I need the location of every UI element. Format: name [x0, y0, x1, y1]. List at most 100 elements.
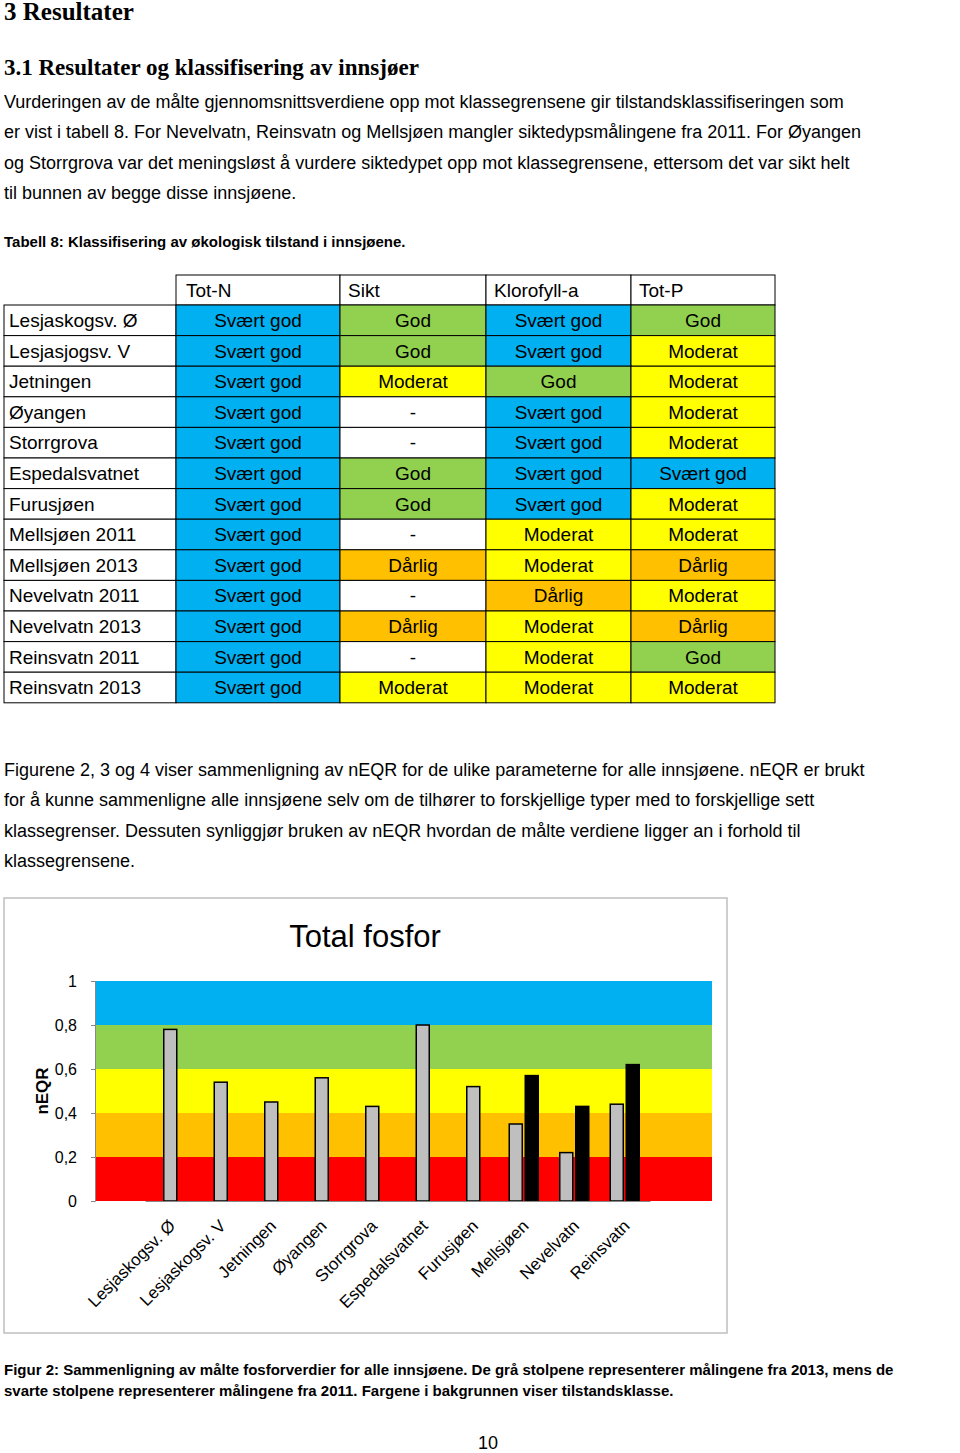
table-cell [4, 397, 176, 428]
table-cell [176, 550, 340, 581]
tick-label: Furusjøen [415, 1216, 483, 1284]
cell-text: Svært god [214, 341, 302, 362]
cell-text: Svært god [214, 371, 302, 392]
paragraph-line: er vist i tabell 8. For Nevelvatn, Reins… [4, 122, 861, 142]
table-cell [631, 519, 775, 550]
table-cell [340, 336, 486, 367]
y-axis: 00,20,40,60,81 [55, 973, 96, 1210]
table-cell [176, 642, 340, 673]
cell-text: Svært god [214, 402, 302, 423]
table-cell [631, 458, 775, 489]
page-number: 10 [478, 1433, 498, 1453]
paragraph-line: Figurene 2, 3 og 4 viser sammenligning a… [4, 760, 864, 780]
table-cell [631, 642, 775, 673]
table-caption: Tabell 8: Klassifisering av økologisk ti… [4, 233, 406, 250]
table-cell [4, 611, 176, 642]
cell-text: - [410, 432, 416, 453]
table-cell [4, 458, 176, 489]
figure-caption: svarte stolpene representerer målingene … [4, 1382, 673, 1399]
cell-text: Svært god [515, 432, 603, 453]
header-text: Tot-N [186, 280, 231, 301]
table-cell [486, 519, 631, 550]
figure-caption: Figur 2: Sammenligning av målte fosforve… [4, 1361, 893, 1378]
cell-text: Moderat [668, 494, 738, 515]
table-cell [4, 305, 176, 336]
table-cell [340, 580, 486, 611]
cell-text: God [685, 647, 721, 668]
bar [525, 1076, 538, 1201]
tick: Jetningen [215, 1201, 281, 1282]
table-cell [486, 642, 631, 673]
cell-text: God [395, 310, 431, 331]
paragraph-line: klassegrensene. [4, 851, 135, 871]
cell-text: God [395, 341, 431, 362]
table-cell [4, 550, 176, 581]
tick: Lesjaskogsv. V [136, 1201, 230, 1310]
table-cell [486, 580, 631, 611]
table-cell [486, 672, 631, 703]
table-cell [631, 672, 775, 703]
tick-label: 0,4 [55, 1105, 77, 1122]
table-cell [486, 458, 631, 489]
table-cell [340, 642, 486, 673]
tick-label: 0,6 [55, 1061, 77, 1078]
tick: 0 [68, 1193, 95, 1210]
table-cell [176, 611, 340, 642]
table-cell [4, 366, 176, 397]
bar [164, 1029, 177, 1201]
header-cell [176, 275, 340, 305]
table-cell [4, 642, 176, 673]
tick: 1 [68, 973, 95, 990]
heading: 3 Resultater [4, 0, 134, 25]
tick-label: 0,8 [55, 1017, 77, 1034]
table-cell [340, 366, 486, 397]
cell-text: Nevelvatn 2011 [9, 585, 140, 606]
paragraph-line: klassegrenser. Dessuten synliggjør bruke… [4, 821, 800, 841]
class-band [95, 1025, 712, 1069]
cell-text: Svært god [214, 524, 302, 545]
chart-title: Total fosfor [289, 919, 441, 954]
tick: 0,4 [55, 1105, 95, 1122]
table-cell [486, 336, 631, 367]
table-cell [486, 366, 631, 397]
table-cell [486, 611, 631, 642]
tick-label: Lesjaskogsv. V [136, 1216, 230, 1310]
cell-text: Svært god [214, 432, 302, 453]
bar [366, 1106, 379, 1201]
cell-text: Moderat [524, 647, 594, 668]
table-cell [631, 336, 775, 367]
bar [576, 1106, 589, 1201]
cell-text: Jetningen [9, 371, 91, 392]
table-cell [340, 519, 486, 550]
cell-text: Moderat [668, 585, 738, 606]
cell-text: Moderat [524, 524, 594, 545]
cell-text: Svært god [515, 494, 603, 515]
cell-text: Moderat [378, 371, 448, 392]
cell-text: Svært god [214, 555, 302, 576]
header-text: Tot-P [639, 280, 683, 301]
cell-text: Moderat [668, 402, 738, 423]
cell-text: Moderat [668, 524, 738, 545]
cell-text: Svært god [214, 616, 302, 637]
x-axis: Lesjaskogsv. ØLesjaskogsv. VJetningenØya… [84, 1201, 650, 1312]
tick-mark [91, 1113, 95, 1114]
cell-text: Lesjasjogsv. V [9, 341, 130, 362]
cell-text: Espedalsvatnet [9, 463, 140, 484]
table-cell [631, 550, 775, 581]
bar [560, 1153, 573, 1201]
bar [610, 1104, 623, 1201]
table-cell [4, 580, 176, 611]
paragraph-line: Vurderingen av de målte gjennomsnittsver… [4, 92, 844, 112]
cell-text: Dårlig [678, 555, 728, 576]
cell-text: Moderat [378, 677, 448, 698]
header-text: Klorofyll-a [494, 280, 579, 301]
cell-text: Svært god [214, 494, 302, 515]
tick-mark [91, 981, 95, 982]
cell-text: - [410, 647, 416, 668]
table-cell [176, 366, 340, 397]
cell-text: Mellsjøen 2011 [9, 524, 136, 545]
tick: 0,6 [55, 1061, 95, 1078]
plot-area [95, 981, 712, 1201]
tick-label: Lesjaskogsv. Ø [84, 1216, 179, 1311]
tick-mark [91, 1157, 95, 1158]
